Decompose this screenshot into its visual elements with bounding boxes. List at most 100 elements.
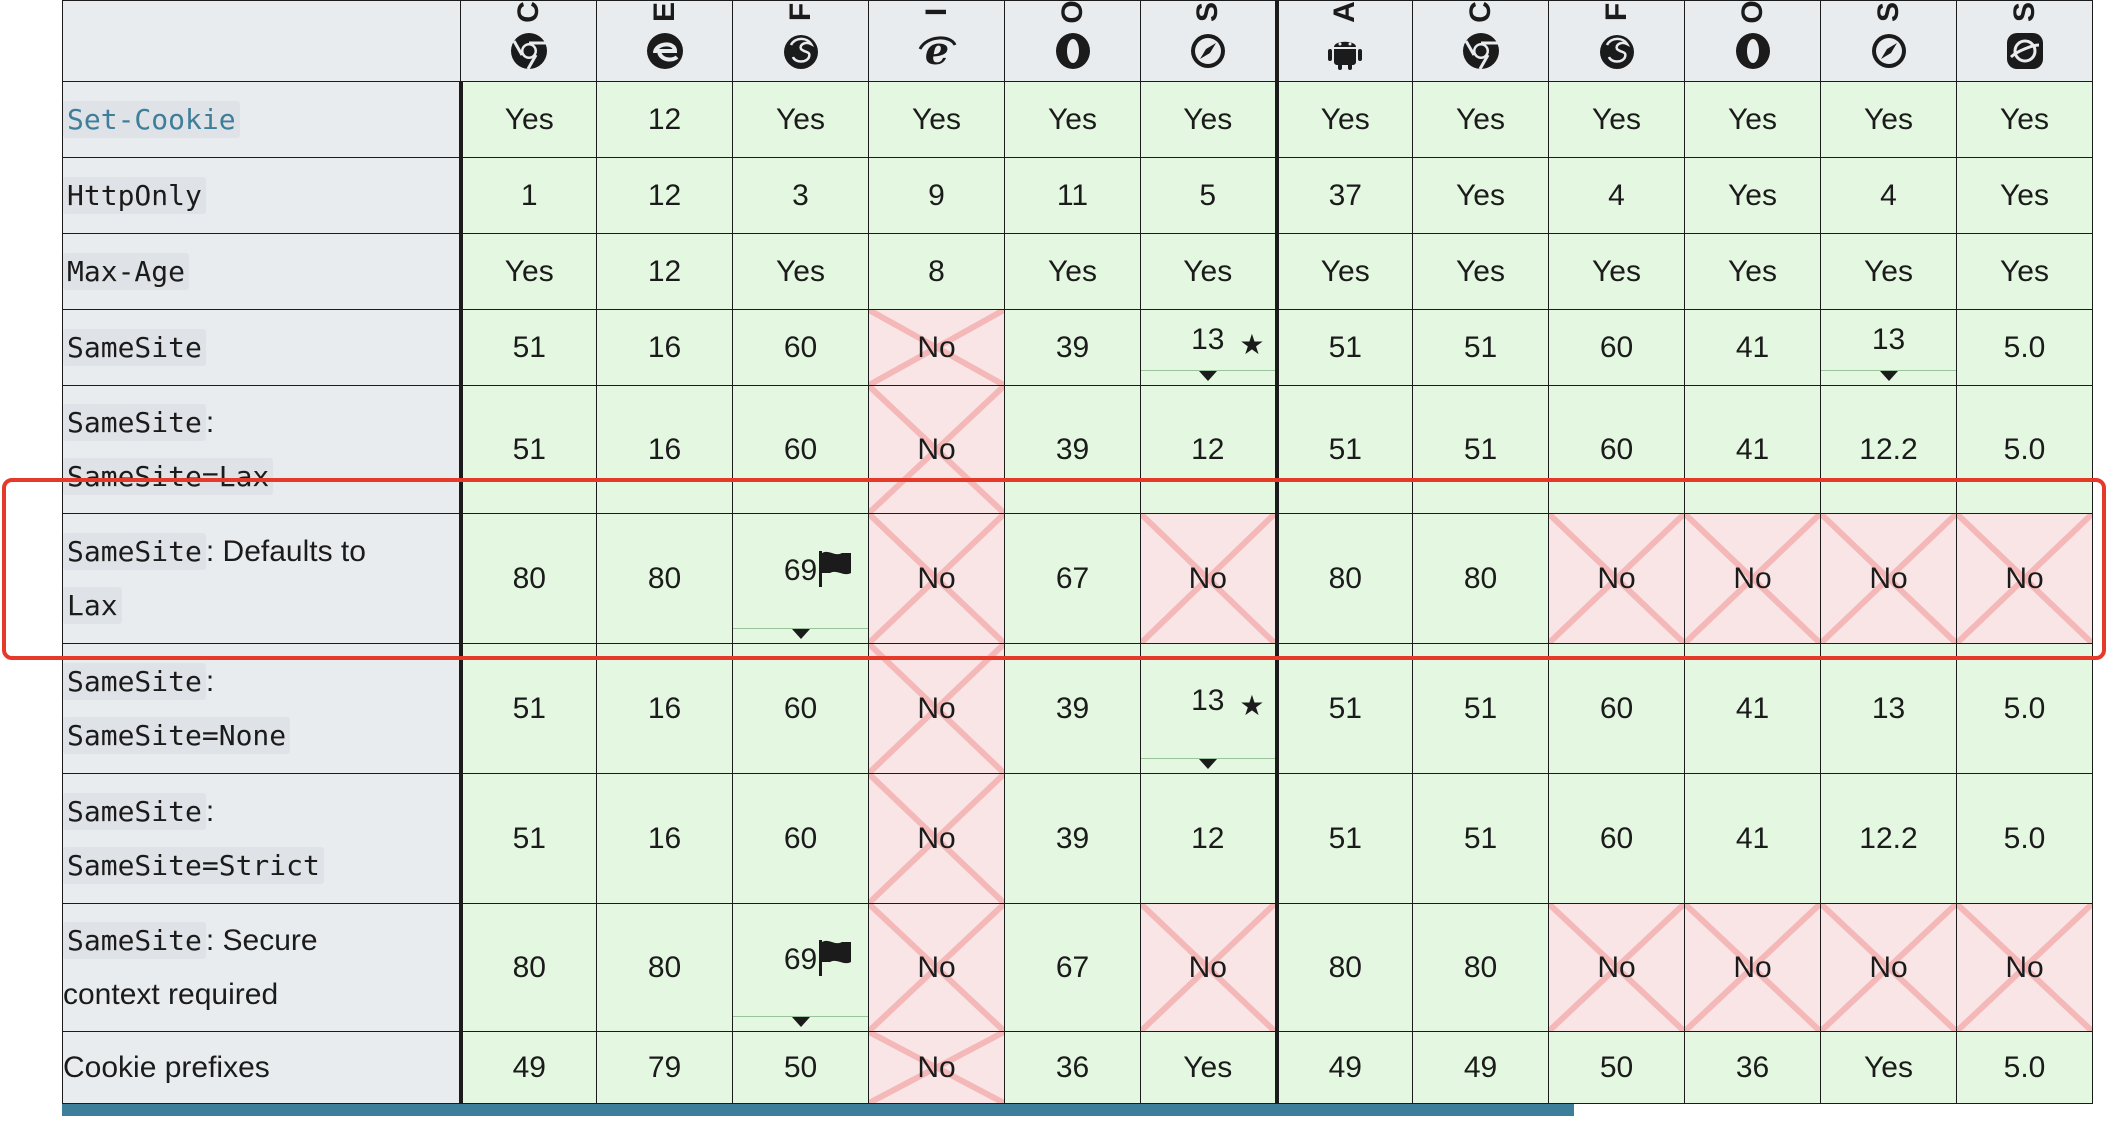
notes-divider xyxy=(1821,370,1956,371)
feature-name[interactable]: Set-Cookie xyxy=(62,81,463,158)
support-cell-yes: 49 xyxy=(1276,1031,1413,1104)
support-cell-yes: 51 xyxy=(460,643,597,774)
version-value: 51 xyxy=(512,691,546,725)
support-cell-no: No xyxy=(1684,903,1821,1032)
version-value: No xyxy=(917,950,956,984)
version-value: 12.2 xyxy=(1859,432,1918,466)
cross-pattern xyxy=(1141,904,1273,1031)
flag-icon xyxy=(819,550,851,587)
support-cell-yes[interactable]: 13 xyxy=(1820,309,1957,386)
support-cell-yes[interactable]: 69 xyxy=(732,903,869,1032)
feature-row: Set-Cookie Yes 12 Yes Yes Yes Yes Yes Yes Yes Yes Y… xyxy=(62,81,2093,158)
support-cell-yes: 41 xyxy=(1684,309,1821,386)
version-value: 51 xyxy=(1328,330,1362,364)
version-value: No xyxy=(2005,561,2044,595)
support-cell-yes: 11 xyxy=(1004,157,1141,234)
support-cell-yes: Yes xyxy=(1684,233,1821,310)
support-cell-yes[interactable]: 13 ★ xyxy=(1140,643,1279,774)
version-value: 16 xyxy=(647,432,682,466)
support-cell-yes: 51 xyxy=(460,773,597,904)
version-value: 41 xyxy=(1735,691,1770,725)
version-value: 80 xyxy=(512,561,546,595)
support-cell-no: No xyxy=(1684,513,1821,644)
version-value: No xyxy=(917,1050,956,1084)
version-value: 60 xyxy=(1599,691,1634,725)
feature-code: HttpOnly xyxy=(63,176,206,214)
version-value: 60 xyxy=(783,330,818,364)
version-value: 13 xyxy=(1871,691,1906,725)
chevron-down-icon[interactable] xyxy=(791,1017,810,1027)
version-value: No xyxy=(1597,950,1636,984)
support-cell-yes: 5.0 xyxy=(1956,309,2093,386)
cross-pattern xyxy=(1685,514,1820,643)
version-value: No xyxy=(1188,561,1227,595)
scrollbar-thumb[interactable] xyxy=(62,1104,1574,1116)
support-cell-yes: 41 xyxy=(1684,643,1821,774)
version-value: 69 xyxy=(783,942,818,976)
version-value: 4 xyxy=(1880,178,1897,212)
version-value: 80 xyxy=(1463,950,1498,984)
version-value: 80 xyxy=(512,950,546,984)
support-cell-no: No xyxy=(868,385,1005,514)
notes-divider xyxy=(1141,370,1275,371)
safari-icon xyxy=(1190,34,1225,68)
support-cell-yes: 4 xyxy=(1820,157,1957,234)
browser-header: C xyxy=(460,0,597,82)
browser-header: A xyxy=(1276,0,1413,82)
support-cell-yes: 51 xyxy=(460,385,597,514)
firefox-icon xyxy=(1599,35,1634,69)
version-value: 39 xyxy=(1055,691,1090,725)
version-value: 51 xyxy=(512,432,546,466)
version-value: 60 xyxy=(1599,821,1634,855)
cross-pattern xyxy=(1957,514,2092,643)
support-cell-yes: 5.0 xyxy=(1956,643,2093,774)
version-value: 60 xyxy=(783,821,818,855)
feature-separator: : Secure xyxy=(205,923,318,957)
chevron-down-icon[interactable] xyxy=(1879,371,1898,381)
version-value: 67 xyxy=(1055,561,1090,595)
support-cell-yes: 51 xyxy=(1412,309,1549,386)
support-cell-no: No xyxy=(1956,903,2093,1032)
chevron-down-icon[interactable] xyxy=(1198,371,1217,381)
support-cell-yes: 80 xyxy=(596,513,733,644)
version-value: Yes xyxy=(776,254,825,288)
chrome-icon xyxy=(510,33,547,70)
feature-name: SameSite: Defaults to Lax xyxy=(62,513,463,644)
internet-explorer-icon: e xyxy=(918,31,956,71)
support-cell-yes: Yes xyxy=(1956,81,2093,158)
support-cell-yes[interactable]: 13 ★ xyxy=(1140,309,1279,386)
support-cell-yes[interactable]: 69 xyxy=(732,513,869,644)
support-cell-yes: 80 xyxy=(596,903,733,1032)
support-cell-yes: 51 xyxy=(1276,385,1413,514)
firefox-icon xyxy=(783,35,818,69)
support-cell-yes: 9 xyxy=(868,157,1005,234)
support-cell-yes: Yes xyxy=(1004,233,1141,310)
version-value: 13 xyxy=(1191,322,1225,356)
version-value: Yes xyxy=(776,102,825,136)
version-value: 4 xyxy=(1608,178,1625,212)
star-icon: ★ xyxy=(1239,328,1265,360)
version-value: 5.0 xyxy=(2003,821,2046,855)
support-cell-yes: Yes xyxy=(1140,81,1279,158)
support-cell-yes: Yes xyxy=(1412,81,1549,158)
support-cell-yes: 60 xyxy=(732,385,869,514)
version-value: 51 xyxy=(1328,691,1362,725)
support-cell-yes: Yes xyxy=(1820,1031,1957,1104)
chevron-down-icon[interactable] xyxy=(791,629,810,639)
version-value: Yes xyxy=(1456,102,1505,136)
version-value: Yes xyxy=(1183,254,1233,288)
browser-name: F xyxy=(1599,2,1633,22)
support-cell-yes: 60 xyxy=(732,643,869,774)
version-value: 51 xyxy=(1328,821,1362,855)
support-cell-yes: Yes xyxy=(1684,157,1821,234)
cross-pattern xyxy=(1821,904,1956,1031)
support-cell-yes: Yes xyxy=(1276,81,1413,158)
version-value: 9 xyxy=(928,178,945,212)
browser-header: S xyxy=(1140,0,1279,82)
version-value: 51 xyxy=(1463,330,1498,364)
version-value: 12 xyxy=(1191,432,1225,466)
feature-link[interactable]: Set-Cookie xyxy=(63,100,240,138)
support-cell-yes: 60 xyxy=(732,773,869,904)
feature-row: SameSite: SameSite=Strict 51 16 60 No 39 12 51 51… xyxy=(62,773,2093,904)
chevron-down-icon[interactable] xyxy=(1198,759,1217,769)
